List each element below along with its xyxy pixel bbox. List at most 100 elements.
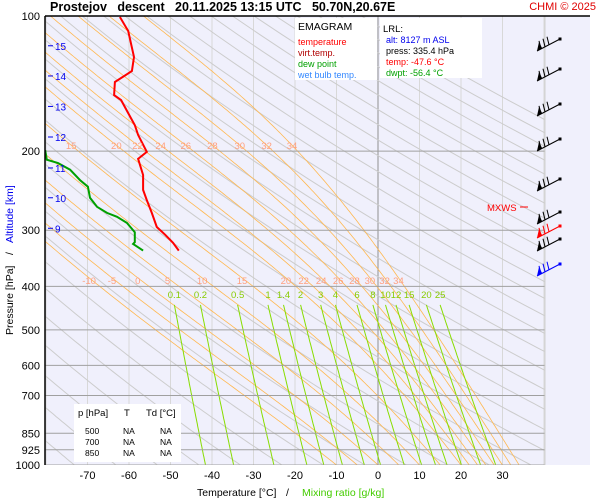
moist-adiabat-label: 15 (66, 141, 77, 152)
table-cell: 850 (85, 448, 99, 458)
moist-adiabat-label: 26 (333, 276, 344, 287)
table-cell: NA (160, 437, 172, 447)
mixing-ratio-label: 0.5 (231, 290, 244, 301)
wind-barb-feather (546, 136, 550, 145)
mixing-ratio-label: 6 (354, 290, 359, 301)
mixing-ratio-line (372, 304, 423, 465)
table-cell: NA (160, 426, 172, 436)
moist-adiabat-label: 24 (316, 276, 327, 287)
mixing-ratio-label: 1.4 (277, 290, 290, 301)
pressure-tick-label: 400 (22, 281, 40, 293)
wind-barb-feather (542, 103, 546, 112)
mixing-ratio-line (267, 304, 308, 465)
moist-adiabat-line (45, 122, 441, 465)
table-row: 850 NA NA (85, 448, 172, 458)
wind-barb (536, 66, 562, 82)
moist-adiabat-label: 10 (197, 276, 208, 287)
lrl-box (380, 18, 482, 78)
legend-dew-point: dew point (298, 59, 337, 69)
wind-barb-feather (538, 240, 542, 250)
moist-adiabat-label: 28 (349, 276, 360, 287)
wind-barb-staff (536, 238, 561, 252)
wind-barb-feather (542, 68, 546, 77)
moist-adiabat-label: 32 (379, 276, 390, 287)
moist-adiabat-line (142, 16, 520, 465)
mixing-ratio-line (283, 304, 325, 465)
table-cell: NA (123, 426, 135, 436)
wind-barb-feather (546, 261, 550, 270)
altitude-tick-label: 9 (55, 224, 61, 235)
table-row: 700 NA NA (85, 437, 172, 447)
legend-virt-temp: virt.temp. (298, 48, 335, 58)
moist-adiabat-line (45, 86, 462, 465)
moist-adiabat-line (45, 240, 337, 465)
pressure-tick-label: 850 (22, 428, 40, 440)
mixing-ratio-label: 12 (391, 290, 402, 301)
wind-barb-station-dot (558, 37, 562, 41)
wind-barb-feather (542, 225, 546, 234)
wind-barb-station-dot (558, 67, 562, 71)
legend-wet-bulb: wet bulb temp. (297, 70, 357, 80)
dry-adiabat-line (45, 58, 545, 391)
plot-background (45, 16, 590, 465)
wind-barb-station-dot (558, 137, 562, 141)
wind-barb-feather (538, 265, 542, 275)
table-cell: NA (123, 448, 135, 458)
dry-adiabat-line (167, 16, 545, 250)
mixing-ratio-line (237, 304, 275, 465)
wind-barb-feather (538, 40, 542, 50)
mixing-ratio-line (425, 304, 482, 465)
moist-adiabat-label: 20 (111, 141, 122, 152)
mixing-ratio-label: 0.2 (194, 290, 207, 301)
lrl-temp: temp: -47.6 °C (386, 57, 445, 67)
moist-adiabat-line (45, 51, 478, 465)
pressure-tick-label: 700 (22, 390, 40, 402)
altitude-tick-label: 14 (55, 72, 67, 83)
moist-adiabat-label: -10 (82, 276, 96, 287)
moist-adiabat-line (45, 202, 379, 465)
moist-adiabat-line (45, 69, 470, 465)
dry-adiabat-line (146, 16, 545, 266)
table-header-t: T (124, 408, 130, 419)
moist-adiabat-line (108, 16, 512, 465)
mixing-ratio-line (320, 304, 365, 465)
mixing-ratio-line (356, 304, 405, 465)
mixing-ratio-label: 4 (333, 290, 338, 301)
dry-adiabat-line (124, 16, 545, 283)
y-axis-title-altitude: Altitude [km] (4, 185, 16, 243)
wind-barb-feather (538, 105, 542, 115)
wind-barb-feather (546, 66, 550, 75)
temperature-tick-label: 10 (413, 470, 425, 482)
table-header-td: Td [°C] (146, 408, 176, 419)
moist-adiabat-label: 34 (393, 276, 404, 287)
mixing-ratio-label: 3 (318, 290, 323, 301)
wind-barb-staff (536, 68, 561, 82)
table-header-p: p [hPa] (78, 408, 108, 419)
wind-barb (536, 136, 562, 152)
temperature-tick-label: 20 (455, 470, 467, 482)
moist-adiabat-label: 30 (365, 276, 376, 287)
diagram-type-label: EMAGRAM (298, 21, 352, 33)
moist-adiabat-label: 32 (261, 141, 272, 152)
wind-barb-feather (538, 180, 542, 190)
mixing-ratio-line (300, 304, 343, 465)
table-cell: NA (160, 448, 172, 458)
dry-adiabat-line (45, 77, 545, 410)
temperature-tick-label: -10 (329, 470, 345, 482)
chart-title: Prostejov descent 20.11.2025 13:15 UTC 5… (50, 0, 396, 14)
wind-barb-staff (536, 103, 561, 117)
wind-barb-feather (538, 227, 542, 237)
moist-adiabat-label: -5 (108, 276, 116, 287)
wind-barb (536, 176, 562, 192)
y-axis-title: Pressure [hPa] (4, 265, 16, 335)
pressure-tick-label: 600 (22, 360, 40, 372)
wind-barb-staff (536, 211, 561, 225)
wind-barb-staff (536, 38, 561, 52)
wind-barb (536, 209, 562, 225)
wind-barb (536, 261, 562, 277)
mixing-ratio-line (439, 304, 497, 465)
mixing-ratio-label: 15 (404, 290, 415, 301)
temperature-tick-label: 0 (375, 470, 381, 482)
wind-barb-feather (546, 209, 550, 218)
